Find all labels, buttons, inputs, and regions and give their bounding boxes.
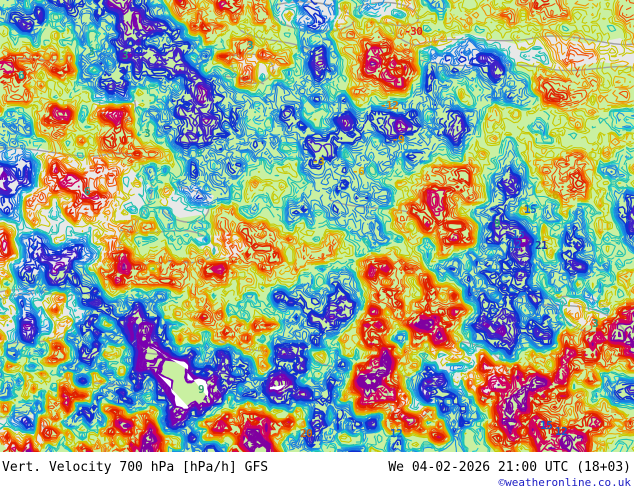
contour-label: -12 — [380, 99, 399, 112]
contour-label: -6 — [546, 189, 559, 202]
contour-label: 6 — [18, 69, 25, 82]
contour-line — [0, 0, 634, 452]
contour-line — [0, 0, 634, 452]
contour-line — [0, 0, 634, 452]
contour-label: 6 — [84, 185, 91, 198]
contour-label: 3 — [247, 39, 254, 52]
contour-field-svg — [0, 0, 634, 452]
contour-line — [0, 0, 634, 452]
contour-label: 12 — [555, 425, 568, 438]
contour-line — [0, 0, 634, 452]
contour-label: 3 — [592, 317, 599, 330]
map-datetime: We 04-02-2026 21:00 UTC (18+03) — [388, 460, 631, 475]
contour-label: 3 — [144, 127, 151, 140]
contour-lines — [0, 0, 634, 452]
contour-line — [0, 0, 634, 452]
contour-label: 21 — [535, 239, 548, 252]
contour-label: 9 — [494, 217, 501, 230]
contour-label: 15 — [540, 419, 553, 432]
contour-label: -6 — [352, 165, 365, 178]
extreme-blob — [107, 0, 198, 426]
contour-line — [0, 0, 634, 452]
contour-label: -30 — [404, 25, 423, 38]
contour-label: 12 — [390, 427, 403, 440]
contour-line — [252, 376, 378, 452]
contour-label: -3 — [312, 155, 325, 168]
contour-label: -9 — [392, 133, 405, 146]
contour-label: 12 — [509, 238, 522, 251]
contour-line — [0, 0, 634, 452]
map-title: Vert. Velocity 700 hPa [hPa/h] GFS — [2, 460, 269, 475]
contour-label: 15 — [512, 228, 525, 241]
contour-label: 15 — [524, 203, 537, 216]
contour-line — [0, 0, 634, 452]
contour-map[interactable]: -30 -12 -9 -6 -3 3 3 6 3 9 3 9 6 12 15 15 12 21 9 -6 15 12 3 20 — [0, 0, 634, 452]
contour-line — [0, 0, 634, 452]
extreme-blob — [150, 346, 286, 409]
contour-label: 9 — [198, 383, 205, 396]
extreme-value-blobs — [107, 0, 578, 452]
contour-label: 20 — [300, 427, 313, 440]
contour-label: 9 — [196, 147, 203, 160]
copyright-link[interactable]: ©weatheronline.co.uk — [498, 476, 631, 489]
contour-label: 3 — [88, 45, 95, 58]
contour-line — [0, 0, 634, 452]
map-footer: Vert. Velocity 700 hPa [hPa/h] GFS We 04… — [0, 452, 634, 490]
contour-label: 3 — [122, 49, 129, 62]
contour-line — [0, 0, 634, 452]
